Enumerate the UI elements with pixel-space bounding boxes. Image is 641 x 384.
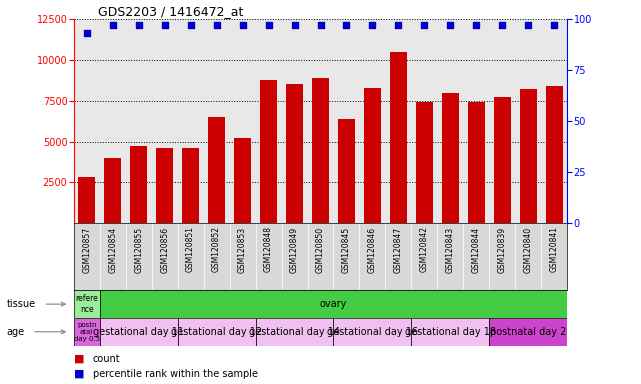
Text: GSM120841: GSM120841 bbox=[550, 227, 559, 273]
Bar bbox=[546, 86, 563, 223]
Point bbox=[342, 22, 352, 28]
Bar bbox=[130, 146, 147, 223]
Point bbox=[160, 22, 170, 28]
Text: GSM120847: GSM120847 bbox=[394, 227, 403, 273]
Bar bbox=[286, 84, 303, 223]
Bar bbox=[338, 119, 355, 223]
Bar bbox=[489, 318, 567, 346]
Bar bbox=[182, 148, 199, 223]
Point bbox=[471, 22, 481, 28]
Text: gestational day 12: gestational day 12 bbox=[171, 327, 262, 337]
Bar bbox=[100, 318, 178, 346]
Text: GSM120854: GSM120854 bbox=[108, 227, 117, 273]
Bar bbox=[256, 318, 333, 346]
Text: GSM120845: GSM120845 bbox=[342, 227, 351, 273]
Text: GSM120840: GSM120840 bbox=[524, 227, 533, 273]
Text: GDS2203 / 1416472_at: GDS2203 / 1416472_at bbox=[99, 5, 244, 18]
Text: ovary: ovary bbox=[320, 299, 347, 309]
Text: GSM120850: GSM120850 bbox=[316, 227, 325, 273]
Text: gestational day 18: gestational day 18 bbox=[405, 327, 496, 337]
Point bbox=[185, 22, 196, 28]
Bar bbox=[74, 290, 100, 318]
Text: refere
nce: refere nce bbox=[75, 295, 98, 314]
Bar bbox=[442, 93, 459, 223]
Text: ■: ■ bbox=[74, 369, 84, 379]
Text: GSM120849: GSM120849 bbox=[290, 227, 299, 273]
Point bbox=[81, 30, 92, 36]
Bar bbox=[260, 79, 277, 223]
Point bbox=[549, 22, 560, 28]
Text: postn
atal
day 0.5: postn atal day 0.5 bbox=[74, 322, 100, 342]
Bar bbox=[208, 117, 225, 223]
Text: gestational day 14: gestational day 14 bbox=[249, 327, 340, 337]
Text: gestational day 16: gestational day 16 bbox=[327, 327, 418, 337]
Bar bbox=[156, 148, 173, 223]
Point bbox=[367, 22, 378, 28]
Text: ■: ■ bbox=[74, 354, 84, 364]
Bar bbox=[333, 318, 412, 346]
Text: age: age bbox=[6, 327, 24, 337]
Point bbox=[419, 22, 429, 28]
Text: GSM120843: GSM120843 bbox=[446, 227, 455, 273]
Point bbox=[108, 22, 118, 28]
Bar bbox=[74, 318, 100, 346]
Bar bbox=[312, 78, 329, 223]
Point bbox=[315, 22, 326, 28]
Bar bbox=[104, 158, 121, 223]
Point bbox=[212, 22, 222, 28]
Bar bbox=[364, 88, 381, 223]
Point bbox=[523, 22, 533, 28]
Point bbox=[237, 22, 247, 28]
Text: GSM120855: GSM120855 bbox=[134, 227, 143, 273]
Text: GSM120844: GSM120844 bbox=[472, 227, 481, 273]
Text: percentile rank within the sample: percentile rank within the sample bbox=[93, 369, 258, 379]
Bar bbox=[416, 103, 433, 223]
Bar bbox=[468, 103, 485, 223]
Point bbox=[289, 22, 299, 28]
Point bbox=[394, 22, 404, 28]
Text: GSM120839: GSM120839 bbox=[498, 227, 507, 273]
Bar bbox=[234, 138, 251, 223]
Point bbox=[497, 22, 508, 28]
Bar bbox=[520, 89, 537, 223]
Text: GSM120842: GSM120842 bbox=[420, 227, 429, 273]
Text: GSM120846: GSM120846 bbox=[368, 227, 377, 273]
Bar bbox=[390, 52, 407, 223]
Text: tissue: tissue bbox=[6, 299, 35, 309]
Text: postnatal day 2: postnatal day 2 bbox=[490, 327, 567, 337]
Text: GSM120857: GSM120857 bbox=[82, 227, 91, 273]
Text: count: count bbox=[93, 354, 121, 364]
Bar bbox=[494, 98, 511, 223]
Point bbox=[445, 22, 456, 28]
Point bbox=[133, 22, 144, 28]
Text: GSM120852: GSM120852 bbox=[212, 227, 221, 273]
Text: gestational day 11: gestational day 11 bbox=[93, 327, 184, 337]
Bar bbox=[412, 318, 489, 346]
Text: GSM120848: GSM120848 bbox=[264, 227, 273, 273]
Point bbox=[263, 22, 274, 28]
Text: GSM120856: GSM120856 bbox=[160, 227, 169, 273]
Text: GSM120853: GSM120853 bbox=[238, 227, 247, 273]
Text: GSM120851: GSM120851 bbox=[186, 227, 195, 273]
Bar bbox=[178, 318, 256, 346]
Bar bbox=[78, 177, 95, 223]
